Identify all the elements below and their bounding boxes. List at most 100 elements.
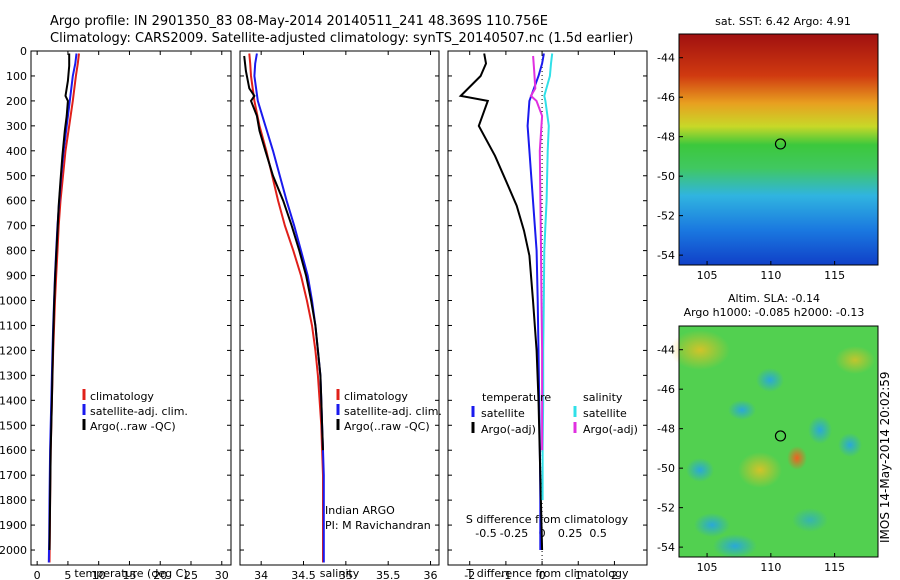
depth-tick-label: 300 [6,120,27,133]
float-pi-label: PI: M Ravichandran [325,519,431,532]
depth-tick-label: 600 [6,195,27,208]
sst-map-title: sat. SST: 6.42 Argo: 4.91 [715,15,851,28]
difference-xtick-label: 0 [539,569,546,580]
map-ytick-label: -46 [657,383,675,396]
temperature-legend-label: Argo(..raw -QC) [90,420,176,433]
float-program-label: Indian ARGO [325,504,395,517]
header-line-1: Argo profile: IN 2901350_83 08-May-2014 … [50,14,548,29]
depth-tick-label: 0 [20,45,27,58]
difference-xtick-label: 1 [575,569,582,580]
temperature-xtick-label: 30 [215,569,229,580]
diff-legend-label: Argo(-adj) [481,423,536,436]
diff-legend-title-temperature: temperature [482,391,551,404]
map-ytick-label: -54 [657,541,675,554]
map-ytick-label: -50 [657,170,675,183]
salinity-xtick-label: 34 [254,569,268,580]
depth-tick-label: 200 [6,95,27,108]
temperature-frame [30,50,232,566]
map-ytick-label: -44 [657,52,675,65]
diff-legend-label: satellite [583,407,627,420]
map-ytick-label: -52 [657,502,675,515]
map-xtick-label: 105 [697,269,718,282]
depth-tick-label: 1300 [0,369,27,382]
sdiff-tick-label: 0.5 [589,527,607,540]
temperature-xtick-label: 15 [122,569,136,580]
temperature-legend-label: satellite-adj. clim. [90,405,188,418]
temperature-series-1 [47,53,78,563]
depth-tick-label: 1400 [0,394,27,407]
temperature-xtick-label: 10 [92,569,106,580]
sla-map-frame [678,325,879,558]
sst-map-axes: 105 110 115 -44 -46 -48 -50 -52 -54 [657,52,845,282]
depth-tick-label: 100 [6,70,27,83]
depth-tick-label: 2000 [0,544,27,557]
salinity-xlabel: salinity [320,567,360,580]
temperature-xlabel: temperature (deg C) [74,567,187,580]
salinity-legend-label: climatology [344,390,408,403]
map-xtick-label: 115 [824,561,845,574]
map-ytick-label: -48 [657,131,675,144]
salinity-xtick-label: 36 [424,569,438,580]
map-xtick-label: 115 [824,269,845,282]
imos-timestamp: IMOS 14-May-2014 20:02:59 [878,371,892,543]
temperature-series-2 [48,53,71,551]
depth-tick-label: 800 [6,245,27,258]
header-line-2: Climatology: CARS2009. Satellite-adjuste… [50,31,633,46]
argo-position-marker [774,138,787,150]
salinity-series-2 [243,55,324,451]
temperature-xtick-label: 20 [153,569,167,580]
diff-legend-title-salinity: salinity [583,391,623,404]
salinity-legend-label: satellite-adj. clim. [344,405,442,418]
depth-tick-label: 1900 [0,519,27,532]
difference-xlabel: T difference from climatology [466,567,629,580]
depth-tick-label: 1200 [0,344,27,357]
salinity-legend-label: Argo(..raw -QC) [344,420,430,433]
difference-frame [447,50,648,566]
salinity-xtick-label: 34.5 [291,569,316,580]
sst-map-frame [678,33,879,266]
map-xtick-label: 105 [697,561,718,574]
temperature-legend-label: climatology [90,390,154,403]
map-ytick-label: -44 [657,344,675,357]
salinity-frame [239,50,440,566]
map-ytick-label: -50 [657,462,675,475]
depth-tick-label: 1700 [0,469,27,482]
diff-series-1 [458,53,544,551]
diff-series-2 [541,53,554,501]
map-ytick-label: -46 [657,91,675,104]
diff-legend-label: satellite [481,407,525,420]
depth-tick-label: 500 [6,170,27,183]
depth-tick-label: 1100 [0,319,27,332]
argo-position-marker [774,430,787,442]
temperature-xtick-label: 5 [64,569,71,580]
depth-tick-label: 700 [6,220,27,233]
map-ytick-label: -48 [657,423,675,436]
depth-tick-label: 1000 [0,295,27,308]
temperature-xtick-label: 25 [184,569,198,580]
diff-legend-label: Argo(-adj) [583,423,638,436]
depth-tick-label: 400 [6,145,27,158]
sla-anomalies [670,330,875,558]
sst-map-panel: sat. SST: 6.42 Argo: 4.91 105 110 115 -44 -4… [657,15,879,282]
diff-series-3 [529,55,544,451]
depth-tick-label: 900 [6,270,27,283]
sdiff-axis-label: S difference from climatology [466,513,629,526]
difference-xtick-label: 2 [611,569,618,580]
sla-map-title: Altim. SLA: -0.14 [728,292,820,305]
sdiff-tick-label: -0.25 [500,527,528,540]
map-ytick-label: -52 [657,210,675,223]
map-xtick-label: 110 [760,269,781,282]
temperature-panel: 0 5 10 15 20 25 300100200300400500600700800900… [0,45,232,580]
map-xtick-label: 110 [760,561,781,574]
salinity-xtick-label: 35.5 [376,569,401,580]
salinity-panel: 34 34.5 35 35.5 36 salinity climatology satelli… [239,50,442,580]
map-ytick-label: -54 [657,249,675,262]
sdiff-tick-label: 0.25 [558,527,583,540]
depth-tick-label: 1600 [0,444,27,457]
difference-panel: -2 -1 0 1 2T difference from climatology -0.5… [447,50,648,580]
temperature-xtick-label: 0 [34,569,41,580]
depth-tick-label: 1500 [0,419,27,432]
salinity-xtick-label: 35 [339,569,353,580]
difference-xtick-label: -1 [500,569,511,580]
